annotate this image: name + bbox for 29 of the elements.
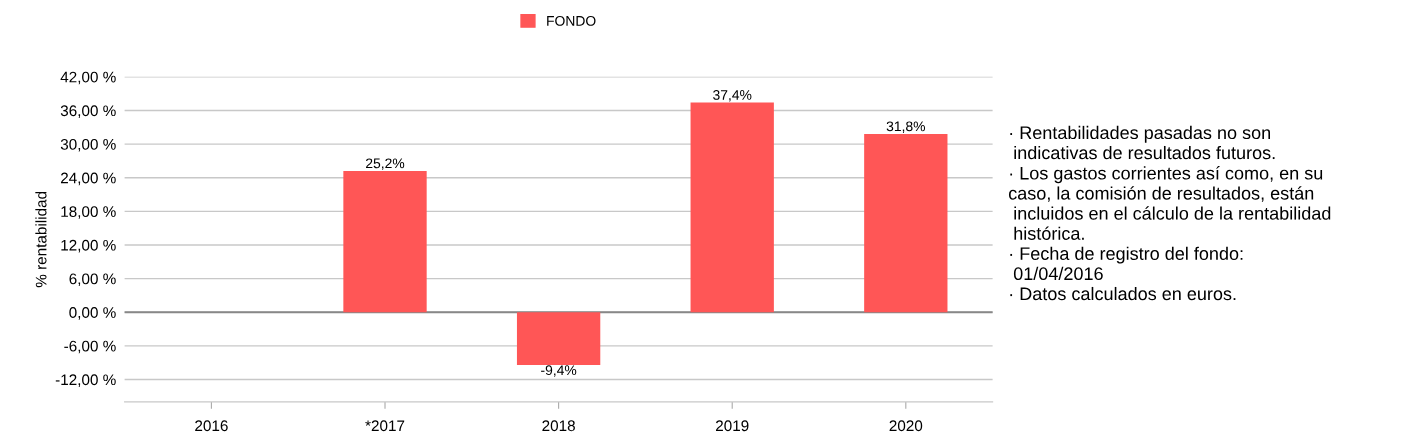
y-tick-label: 42,00 %: [60, 71, 116, 85]
y-tick-label: 24,00 %: [60, 172, 116, 186]
y-tick-label: -12,00 %: [55, 374, 116, 387]
x-tick-label: *2017: [365, 420, 405, 432]
data-label: 25,2%: [366, 158, 405, 170]
text: · Rentabilidades pasadas no son indicativas de resultados futuros.: [1010, 125, 1275, 160]
y-tick-label: 6,00 %: [69, 273, 116, 287]
y-tick-label: 12,00 %: [61, 239, 116, 253]
data-label: 31,8%: [886, 121, 926, 133]
data-label: 37,4%: [713, 90, 752, 102]
bar: [343, 170, 427, 313]
text: · Fecha de registro del fondo: 01/04/2016: [1010, 246, 1243, 281]
bar: [516, 312, 601, 365]
text: · Los gastos corrientes así como, en su caso, la comisión de resultados, están incluidos en el cálculo de la rentabilidad histórica.: [1008, 166, 1331, 240]
x-tick-label: 2016: [195, 420, 228, 432]
text: · Datos calculados en euros.: [1010, 286, 1236, 301]
y-tick-label: 30,00 %: [60, 138, 116, 152]
x-tick-label: 2018: [542, 420, 575, 432]
y-tick-label: 0,00 %: [69, 307, 116, 320]
bar: [864, 133, 948, 313]
y-axis-title: % rentabilidad: [35, 191, 47, 288]
x-tick-label: 2020: [889, 420, 923, 432]
y-tick-label: 36,00 %: [60, 105, 116, 118]
y-tick-label: -6,00 %: [64, 340, 116, 354]
data-label: -9,4%: [541, 365, 577, 377]
y-tick-label: 18,00 %: [61, 206, 116, 219]
x-tick-label: 2019: [715, 420, 749, 432]
bar: [690, 102, 774, 313]
legend-label: FONDO: [547, 15, 596, 26]
